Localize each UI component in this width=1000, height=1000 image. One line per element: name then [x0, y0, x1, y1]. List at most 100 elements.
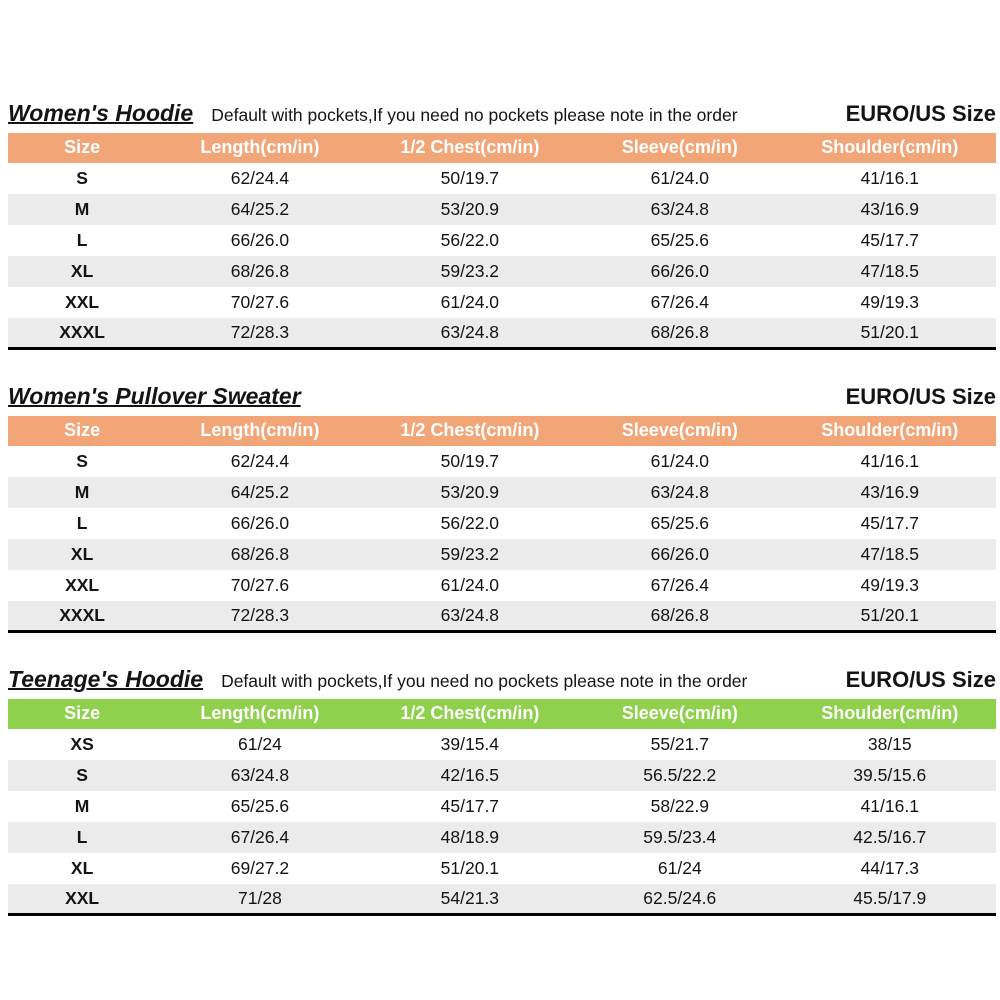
measurement-cell: 68/26.8: [650, 321, 709, 342]
measurement-cell: 63/24.8: [440, 321, 500, 342]
measurement-cell: 67/26.4: [650, 291, 709, 312]
column-header: 1/2 Chest(cm/in): [400, 703, 540, 724]
table-row: S 62/24.4 50/19.7 61/24.0 41/16.1: [8, 446, 996, 477]
measurement-cell: 53/20.9: [440, 481, 500, 502]
size-chart-section: Teenage's Hoodie Default with pockets,If…: [8, 666, 996, 917]
euro-us-size-label: EURO/US Size: [845, 667, 996, 693]
table-row: S 63/24.8 42/16.5 56.5/22.2 39.5/15.6: [8, 759, 996, 791]
measurement-cell: 56.5/22.2: [643, 764, 717, 785]
measurement-cell: 51/20.1: [860, 321, 919, 342]
measurement-cell: 55/21.7: [650, 733, 709, 754]
measurement-cell: 62.5/24.6: [643, 888, 717, 909]
column-header: Size: [64, 420, 101, 441]
table-row: XXXL 72/28.3 63/24.8 68/26.8 51/20.1: [8, 600, 996, 632]
measurement-cell: 65/25.6: [230, 795, 290, 816]
size-cell: XXXL: [59, 604, 105, 625]
column-header: Size: [64, 703, 101, 724]
measurement-cell: 45/17.7: [860, 229, 919, 250]
measurement-cell: 42.5/16.7: [853, 826, 927, 847]
column-header: 1/2 Chest(cm/in): [400, 420, 540, 441]
table-title: Women's Hoodie: [8, 100, 194, 126]
table-body: S 62/24.4 50/19.7 61/24.0 41/16.1 M 64/25.2 53/…: [8, 163, 996, 349]
measurement-cell: 65/25.6: [650, 512, 709, 533]
measurement-cell: 59.5/23.4: [643, 826, 717, 847]
euro-us-size-label: EURO/US Size: [845, 384, 996, 410]
size-cell: S: [76, 167, 88, 188]
measurement-cell: 66/26.0: [230, 229, 290, 250]
size-cell: XXL: [65, 574, 100, 595]
column-header: Sleeve(cm/in): [621, 420, 738, 441]
measurement-cell: 49/19.3: [860, 291, 919, 312]
measurement-cell: 63/24.8: [650, 198, 709, 219]
column-header: Shoulder(cm/in): [821, 137, 959, 158]
section-title-row: Women's Pullover Sweater EURO/US Size: [8, 383, 996, 416]
column-header: Sleeve(cm/in): [621, 703, 738, 724]
measurement-cell: 38/15: [867, 733, 912, 754]
measurement-cell: 51/20.1: [860, 604, 919, 625]
size-cell: XL: [70, 260, 94, 281]
measurement-cell: 56/22.0: [440, 512, 500, 533]
table-note: Default with pockets,If you need no pock…: [221, 671, 748, 692]
measurement-cell: 61/24.0: [440, 291, 500, 312]
measurement-cell: 45/17.7: [440, 795, 500, 816]
table-row: XXL 71/28 54/21.3 62.5/24.6 45.5/17.9: [8, 883, 996, 915]
table-row: L 67/26.4 48/18.9 59.5/23.4 42.5/16.7: [8, 821, 996, 853]
column-header: Length(cm/in): [200, 420, 320, 441]
size-cell: S: [76, 764, 88, 785]
measurement-cell: 44/17.3: [860, 857, 919, 878]
table-row: XXL 70/27.6 61/24.0 67/26.4 49/19.3: [8, 570, 996, 601]
size-cell: M: [74, 481, 90, 502]
measurement-cell: 72/28.3: [230, 321, 290, 342]
measurement-cell: 41/16.1: [860, 450, 919, 471]
column-header: Shoulder(cm/in): [821, 420, 959, 441]
measurement-cell: 41/16.1: [860, 167, 919, 188]
measurement-cell: 70/27.6: [230, 291, 290, 312]
measurement-cell: 50/19.7: [440, 167, 500, 188]
measurement-cell: 59/23.2: [440, 543, 500, 564]
table-row: L 66/26.0 56/22.0 65/25.6 45/17.7: [8, 225, 996, 256]
header-row: Size Length(cm/in) 1/2 Chest(cm/in) Sleeve(…: [8, 415, 996, 446]
measurement-cell: 70/27.6: [230, 574, 290, 595]
measurement-cell: 39.5/15.6: [853, 764, 927, 785]
measurement-cell: 62/24.4: [230, 450, 290, 471]
size-cell: XL: [70, 857, 94, 878]
measurement-cell: 64/25.2: [230, 198, 290, 219]
table-row: XL 69/27.2 51/20.1 61/24 44/17.3: [8, 853, 996, 884]
table-row: XXXL 72/28.3 63/24.8 68/26.8 51/20.1: [8, 317, 996, 349]
measurement-cell: 65/25.6: [650, 229, 709, 250]
measurement-cell: 56/22.0: [440, 229, 500, 250]
measurement-cell: 68/26.8: [650, 604, 709, 625]
table-row: XXL 70/27.6 61/24.0 67/26.4 49/19.3: [8, 287, 996, 318]
table-row: M 65/25.6 45/17.7 58/22.9 41/16.1: [8, 791, 996, 822]
size-cell: M: [74, 795, 90, 816]
table-row: M 64/25.2 53/20.9 63/24.8 43/16.9: [8, 476, 996, 508]
size-chart-section: Women's Hoodie Default with pockets,If y…: [8, 100, 996, 351]
table-body: S 62/24.4 50/19.7 61/24.0 41/16.1 M 64/25.2 53/…: [8, 446, 996, 632]
euro-us-size-label: EURO/US Size: [845, 101, 996, 126]
size-cell: M: [74, 198, 90, 219]
header-row: Size Length(cm/in) 1/2 Chest(cm/in) Sleeve(…: [8, 698, 996, 729]
size-cell: XXL: [65, 291, 100, 312]
table-row: S 62/24.4 50/19.7 61/24.0 41/16.1: [8, 163, 996, 194]
measurement-cell: 63/24.8: [650, 481, 709, 502]
size-table: Size Length(cm/in) 1/2 Chest(cm/in) Sleeve(…: [8, 132, 996, 351]
measurement-cell: 42/16.5: [440, 764, 500, 785]
table-row: M 64/25.2 53/20.9 63/24.8 43/16.9: [8, 193, 996, 225]
section-title-row: Teenage's Hoodie Default with pockets,If…: [8, 666, 996, 699]
column-header: Shoulder(cm/in): [821, 703, 959, 724]
measurement-cell: 68/26.8: [230, 543, 290, 564]
measurement-cell: 68/26.8: [230, 260, 290, 281]
section-title-row: Women's Hoodie Default with pockets,If y…: [8, 100, 996, 133]
size-table: Size Length(cm/in) 1/2 Chest(cm/in) Sleeve(…: [8, 415, 996, 634]
measurement-cell: 59/23.2: [440, 260, 500, 281]
measurement-cell: 71/28: [238, 888, 282, 909]
size-chart-section: Women's Pullover Sweater EURO/US Size Si…: [8, 383, 996, 634]
measurement-cell: 45/17.7: [860, 512, 919, 533]
measurement-cell: 49/19.3: [860, 574, 919, 595]
measurement-cell: 43/16.9: [860, 481, 919, 502]
measurement-cell: 63/24.8: [230, 764, 290, 785]
measurement-cell: 58/22.9: [650, 795, 709, 816]
measurement-cell: 48/18.9: [440, 826, 500, 847]
column-header: Size: [64, 137, 101, 158]
measurement-cell: 61/24.0: [650, 450, 709, 471]
